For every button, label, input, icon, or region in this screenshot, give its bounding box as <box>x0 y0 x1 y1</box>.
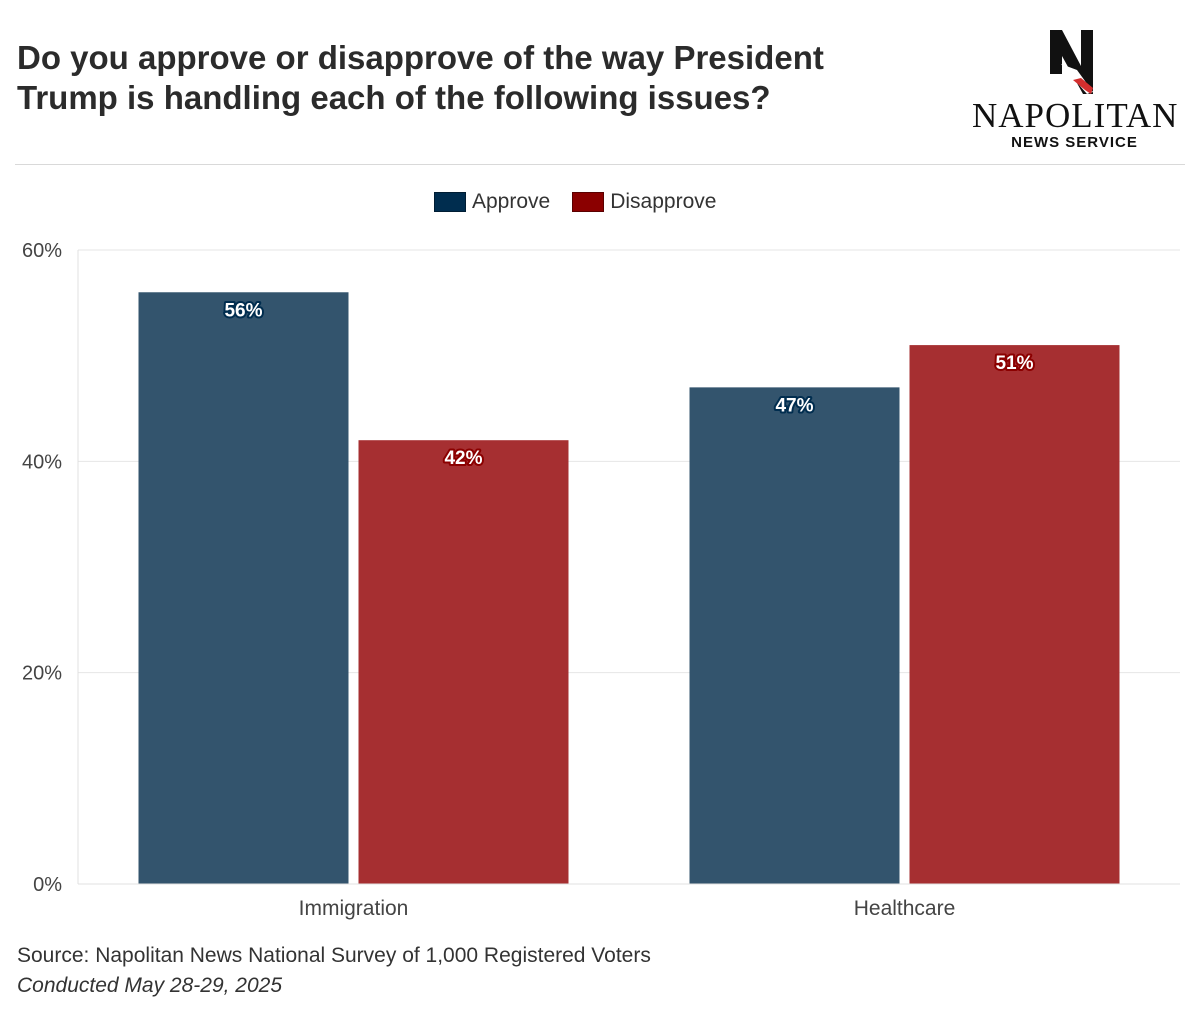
bar-disapprove-immigration <box>358 440 569 884</box>
chart-legend: Approve Disapprove <box>434 188 738 216</box>
conducted-date: Conducted May 28-29, 2025 <box>17 974 283 997</box>
title-line-2: Trump is handling each of the following … <box>17 79 771 116</box>
data-label: 56% <box>224 300 262 321</box>
y-tick-label: 0% <box>33 874 62 896</box>
logo-name: NAPOLITAN <box>972 96 1179 135</box>
legend-item-disapprove: Disapprove <box>572 190 716 214</box>
y-tick-label: 20% <box>22 663 62 685</box>
legend-swatch-disapprove <box>572 192 605 212</box>
legend-label-disapprove: Disapprove <box>610 190 717 213</box>
chart-title: Do you approve or disapprove of the way … <box>17 38 917 118</box>
legend-swatch-approve <box>434 192 466 212</box>
header-divider <box>15 164 1185 165</box>
title-line-1: Do you approve or disapprove of the way … <box>17 39 824 76</box>
logo-subtitle: NEWS SERVICE <box>1011 134 1138 151</box>
bar-disapprove-healthcare <box>909 345 1120 885</box>
y-tick-label: 40% <box>22 451 62 473</box>
data-label: 42% <box>444 448 482 469</box>
napolitan-logo: NAPOLITAN NEWS SERVICE <box>972 26 1182 156</box>
bar-approve-healthcare <box>689 387 900 884</box>
data-label: 51% <box>995 353 1033 374</box>
legend-item-approve: Approve <box>434 190 550 214</box>
bar-chart: 0% 20% 40% 60% 56% 42% Immigration 47% 51% Health… <box>22 240 1180 920</box>
bar-approve-immigration <box>138 292 349 884</box>
source-note: Source: Napolitan News National Survey o… <box>17 944 651 967</box>
eagle-n-logo-icon <box>1050 30 1093 94</box>
x-tick-label: Immigration <box>299 897 409 920</box>
y-tick-label: 60% <box>22 240 62 262</box>
legend-label-approve: Approve <box>472 190 551 213</box>
x-tick-label: Healthcare <box>854 897 956 920</box>
data-label: 47% <box>775 395 813 416</box>
